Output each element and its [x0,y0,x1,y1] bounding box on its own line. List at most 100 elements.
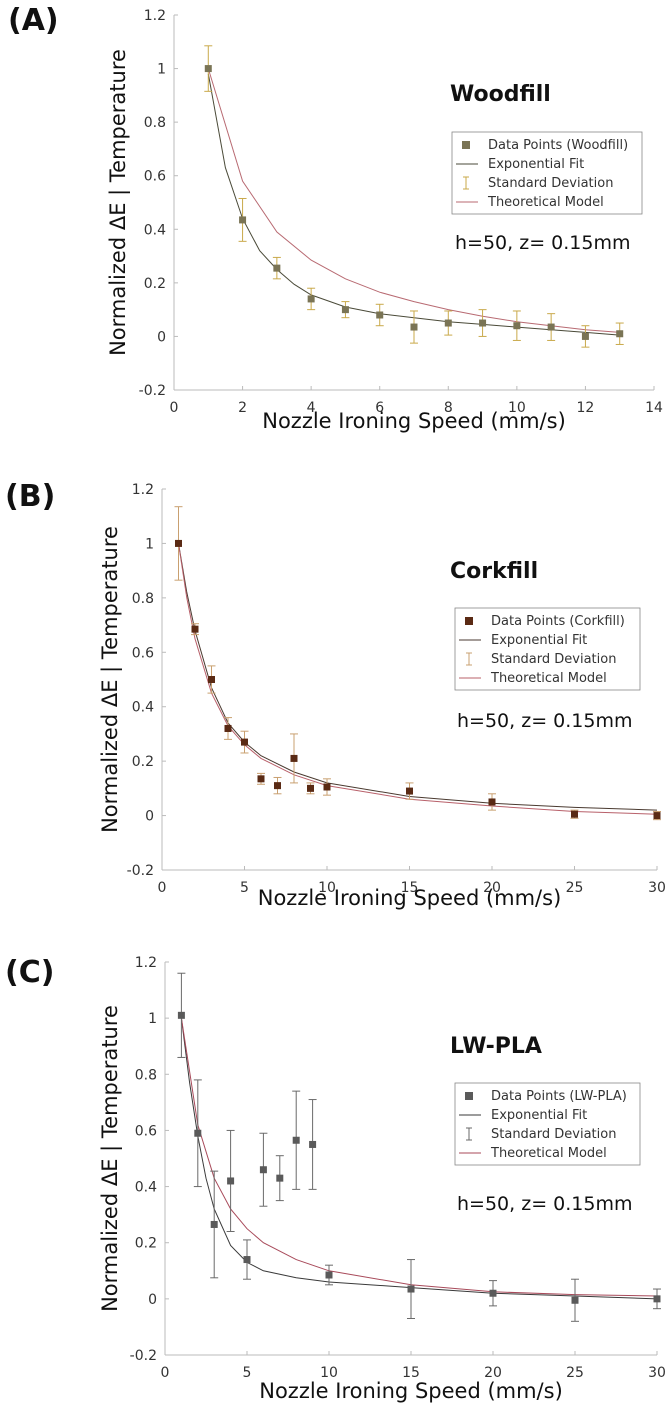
y-tick-label: 0.4 [144,222,166,238]
data-point [276,1174,284,1182]
data-point [257,775,265,783]
data-point [224,724,232,732]
data-point [410,323,418,331]
legend-entry: Theoretical Model [490,1146,607,1161]
data-point [307,784,314,792]
legend-entry: Standard Deviation [488,176,613,191]
data-point [571,810,578,818]
x-axis-title: Nozzle Ironing Speed (mm/s) [262,409,566,433]
panel-label: (B) [5,479,55,514]
x-tick-label: 30 [648,880,666,896]
x-tick-label: 2 [238,400,247,416]
x-tick-label: 5 [243,1365,252,1381]
y-tick-label: 0.6 [144,169,166,185]
data-point [177,1011,185,1019]
x-tick-label: 10 [318,880,336,896]
x-tick-label: 10 [320,1365,338,1381]
data-point [653,1295,661,1303]
legend-entry: Data Points (LW-PLA) [491,1089,627,1104]
y-axis-title: Normalized ΔE | Temperature [106,49,131,356]
data-point [581,332,589,340]
y-tick-label: 0.8 [132,591,154,607]
x-tick-label: 0 [158,880,167,896]
x-tick-label: 15 [402,1365,420,1381]
y-tick-label: 1.2 [144,8,166,24]
x-tick-label: 6 [375,400,384,416]
y-tick-label: 1 [145,536,154,552]
data-point [227,1177,235,1185]
data-point [290,754,298,762]
x-tick-label: 0 [161,1365,170,1381]
x-tick-label: 25 [566,1365,584,1381]
y-tick-label: 0.6 [132,645,154,661]
legend-entry: Standard Deviation [491,652,616,667]
data-point [273,264,281,272]
data-point [210,1220,218,1228]
theoretical-model-line [180,1018,658,1297]
data-point [194,1129,202,1137]
data-point [307,295,315,303]
y-tick-label: -0.2 [127,863,154,879]
legend-entry: Data Points (Woodfill) [488,138,628,153]
exponential-fit-line [207,73,620,336]
parameter-annotation: h=50, z= 0.15mm [457,1193,632,1215]
legend-entry: Standard Deviation [491,1127,616,1142]
data-point [547,323,555,331]
x-tick-label: 4 [307,400,316,416]
data-point [406,787,413,795]
data-point [444,319,452,327]
x-tick-label: 20 [483,880,501,896]
y-tick-label: 1.2 [132,482,154,498]
legend-entry: Exponential Fit [488,157,584,172]
panel-label: (C) [5,955,54,990]
data-point [204,65,212,73]
y-tick-label: 0.2 [144,276,166,292]
x-tick-label: 20 [484,1365,502,1381]
data-point [325,1271,333,1279]
data-point [208,676,215,683]
y-axis-title: Normalized ΔE | Temperature [98,526,123,833]
legend-box [454,1082,641,1166]
x-tick-label: 12 [577,400,595,416]
data-point [571,1296,579,1304]
legend-entry: Exponential Fit [491,633,587,648]
legend-marker-points [462,141,470,149]
data-point [341,306,349,314]
data-point [653,812,661,820]
y-tick-label: 1 [157,62,166,78]
data-point [513,322,521,330]
data-point [376,311,384,319]
x-tick-label: 8 [444,400,453,416]
chart-panel-0: (A)-0.200.20.40.60.811.20 2 4 6 8 10 12 14Nozzl… [8,3,663,433]
y-tick-label: 1.2 [135,955,157,971]
parameter-annotation: h=50, z= 0.15mm [455,232,630,254]
data-point [259,1166,267,1174]
data-point [407,1285,415,1293]
data-point [309,1140,317,1148]
y-tick-label: 1 [148,1011,157,1027]
y-tick-label: 0.4 [135,1180,157,1196]
y-tick-label: 0 [145,809,154,825]
legend-entry: Exponential Fit [491,1108,587,1123]
legend-box [454,607,641,691]
panel-label: (A) [8,3,59,38]
y-tick-label: 0 [148,1292,157,1308]
data-point [489,1289,497,1297]
y-tick-label: 0 [157,329,166,345]
x-tick-label: 25 [566,880,584,896]
y-tick-label: 0.2 [132,754,154,770]
chart-panel-2: (C)-0.200.20.40.60.811.20 5 10 15 20 25 30Nozz… [5,955,666,1403]
data-point [239,216,247,224]
x-tick-label: 15 [401,880,419,896]
x-tick-label: 30 [648,1365,666,1381]
data-point [292,1136,300,1144]
series-title: Corkfill [450,559,538,584]
series-title: LW-PLA [450,1034,542,1059]
data-point [191,625,199,633]
data-point [616,330,624,338]
data-point [241,738,248,746]
data-point [479,319,487,327]
legend-box [451,131,643,215]
legend-entry: Data Points (Corkfill) [491,614,625,629]
